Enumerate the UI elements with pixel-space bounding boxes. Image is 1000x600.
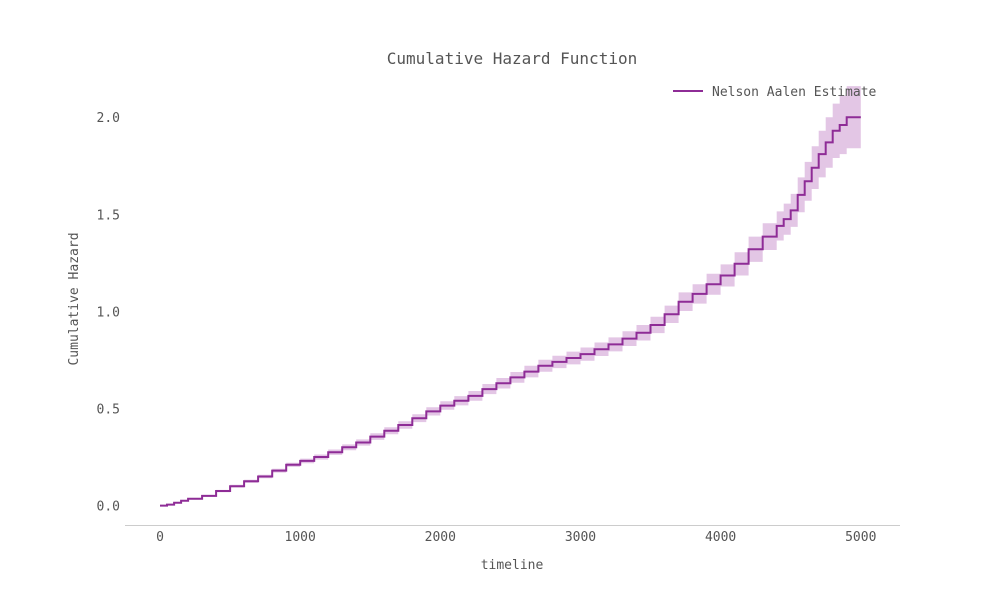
x-tick-label: 4000 — [705, 530, 736, 545]
x-axis-label: timeline — [481, 558, 544, 573]
legend-label: Nelson Aalen Estimate — [712, 85, 877, 100]
x-tick-label: 1000 — [285, 530, 316, 545]
y-tick-label: 1.5 — [97, 208, 120, 223]
chart-title: Cumulative Hazard Function — [387, 49, 637, 68]
plot-area — [160, 86, 861, 507]
y-tick-label: 0.0 — [97, 500, 120, 515]
series-line-nelson-aalen — [160, 116, 861, 507]
y-tick-label: 2.0 — [97, 111, 120, 126]
x-tick-label: 3000 — [565, 530, 596, 545]
x-axis-ticks: 0 1000 2000 3000 4000 5000 — [156, 530, 876, 545]
y-tick-label: 0.5 — [97, 402, 120, 417]
confidence-band — [160, 86, 861, 506]
x-tick-label: 0 — [156, 530, 164, 545]
x-tick-label: 2000 — [425, 530, 456, 545]
y-axis-ticks: 0.0 0.5 1.0 1.5 2.0 — [97, 111, 120, 514]
x-tick-label: 5000 — [845, 530, 876, 545]
y-axis-label: Cumulative Hazard — [67, 232, 82, 365]
y-tick-label: 1.0 — [97, 305, 120, 320]
legend: Nelson Aalen Estimate — [673, 85, 877, 100]
